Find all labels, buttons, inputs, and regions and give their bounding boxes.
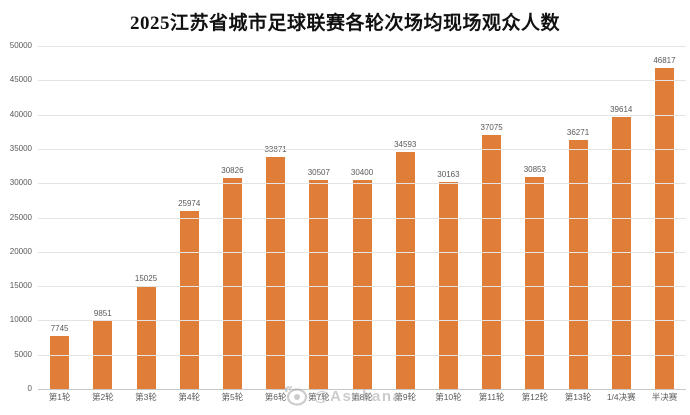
bar-value-label: 25974 bbox=[178, 198, 201, 208]
bar-column: 7745 bbox=[38, 46, 81, 389]
bar bbox=[309, 179, 329, 389]
gridline bbox=[38, 217, 686, 219]
bar bbox=[222, 177, 242, 389]
x-axis: 第1轮 第2轮 第3轮 第4轮 第5轮 第6轮 第7轮 第8轮 第9轮 第10轮 第11轮 第12轮 第… bbox=[38, 392, 686, 403]
y-axis-tick-label: 20000 bbox=[9, 246, 32, 256]
gridline bbox=[38, 354, 686, 356]
y-axis-tick-label: 30000 bbox=[9, 178, 32, 188]
bar-value-label: 15025 bbox=[134, 273, 158, 283]
bar-value-label: 30826 bbox=[221, 165, 244, 175]
bar bbox=[482, 134, 502, 389]
y-axis-tick-label: 15000 bbox=[9, 281, 32, 291]
bar-value-label: 30163 bbox=[437, 170, 460, 180]
gridline bbox=[38, 80, 686, 82]
bar-column: 37075 bbox=[470, 46, 513, 389]
x-axis-tick-label: 半决赛 bbox=[651, 392, 678, 402]
bar-column: 30507 bbox=[297, 46, 340, 389]
gridline bbox=[38, 286, 686, 288]
x-axis-line bbox=[38, 389, 686, 390]
bar-column: 34593 bbox=[384, 46, 427, 389]
bar bbox=[654, 67, 674, 389]
gridline bbox=[38, 46, 686, 47]
y-axis-tick-label: 5000 bbox=[14, 349, 32, 359]
bar bbox=[568, 140, 588, 389]
y-axis-tick-label: 35000 bbox=[9, 143, 32, 153]
gridline bbox=[38, 251, 686, 253]
gridline bbox=[38, 148, 686, 150]
bar-column: 15025 bbox=[124, 46, 167, 389]
x-axis-tick-label: 第10轮 bbox=[435, 392, 462, 402]
y-axis-tick-label: 40000 bbox=[9, 109, 32, 119]
x-axis-tick-label: 第6轮 bbox=[264, 392, 287, 402]
x-axis-tick-label: 第12轮 bbox=[521, 392, 549, 402]
bar-value-label: 39614 bbox=[610, 105, 633, 115]
bar-column: 30826 bbox=[211, 46, 254, 389]
x-axis-tick-label: 第9轮 bbox=[394, 392, 417, 402]
bar-column: 30163 bbox=[427, 46, 470, 389]
x-axis-tick-label: 第3轮 bbox=[135, 392, 157, 402]
bar bbox=[50, 335, 70, 389]
bar-value-label: 34593 bbox=[394, 139, 417, 149]
bar-value-label: 30853 bbox=[523, 165, 546, 175]
bar-value-label: 37075 bbox=[480, 122, 503, 132]
x-axis-tick-label: 第4轮 bbox=[178, 392, 201, 402]
bar-value-label: 7745 bbox=[50, 323, 69, 333]
x-axis-tick-label: 第1轮 bbox=[48, 392, 71, 402]
bar-value-label: 46817 bbox=[653, 55, 676, 65]
bar bbox=[266, 156, 286, 389]
bar-value-label: 9851 bbox=[93, 309, 112, 319]
bars-row: 7745985115025259743082633871305073040034… bbox=[38, 46, 686, 389]
y-axis-tick-label: 45000 bbox=[9, 75, 32, 85]
bar-column: 36271 bbox=[556, 46, 599, 389]
bar bbox=[525, 177, 545, 389]
x-axis-tick-label: 第5轮 bbox=[221, 392, 244, 402]
gridline bbox=[38, 114, 686, 116]
bar-value-label: 36271 bbox=[566, 128, 590, 138]
bar bbox=[352, 180, 372, 389]
bar-value-label: 30400 bbox=[350, 168, 374, 178]
bar bbox=[136, 285, 156, 389]
x-axis-tick-label: 第11轮 bbox=[478, 392, 505, 402]
plot-area: 7745985115025259743082633871305073040034… bbox=[10, 42, 686, 393]
x-axis-tick-label: 第8轮 bbox=[351, 392, 373, 402]
bar-column: 46817 bbox=[643, 46, 686, 389]
chart-title: 2025江苏省城市足球联赛各轮次场均现场观众人数 bbox=[129, 13, 560, 34]
bar bbox=[179, 210, 199, 389]
bar bbox=[611, 117, 631, 389]
x-axis-tick-label: 第13轮 bbox=[564, 392, 592, 402]
bar bbox=[395, 151, 415, 389]
y-axis-tick-label: 25000 bbox=[9, 212, 32, 222]
gridline bbox=[38, 320, 686, 322]
bar-column: 30400 bbox=[340, 46, 383, 389]
x-axis-tick-label: 第2轮 bbox=[91, 392, 114, 402]
y-axis-tick-label: 50000 bbox=[9, 41, 32, 50]
bar bbox=[438, 182, 458, 389]
bar-value-label: 30507 bbox=[307, 167, 330, 177]
x-axis-tick-label: 1/4决赛 bbox=[606, 392, 636, 402]
x-axis-tick-label: 第7轮 bbox=[307, 392, 330, 402]
y-axis-tick-label: 10000 bbox=[9, 315, 32, 325]
gridline bbox=[38, 183, 686, 185]
bar-column: 30853 bbox=[513, 46, 556, 389]
y-axis-tick-label: 0 bbox=[27, 384, 32, 393]
bar-column: 25974 bbox=[168, 46, 211, 389]
